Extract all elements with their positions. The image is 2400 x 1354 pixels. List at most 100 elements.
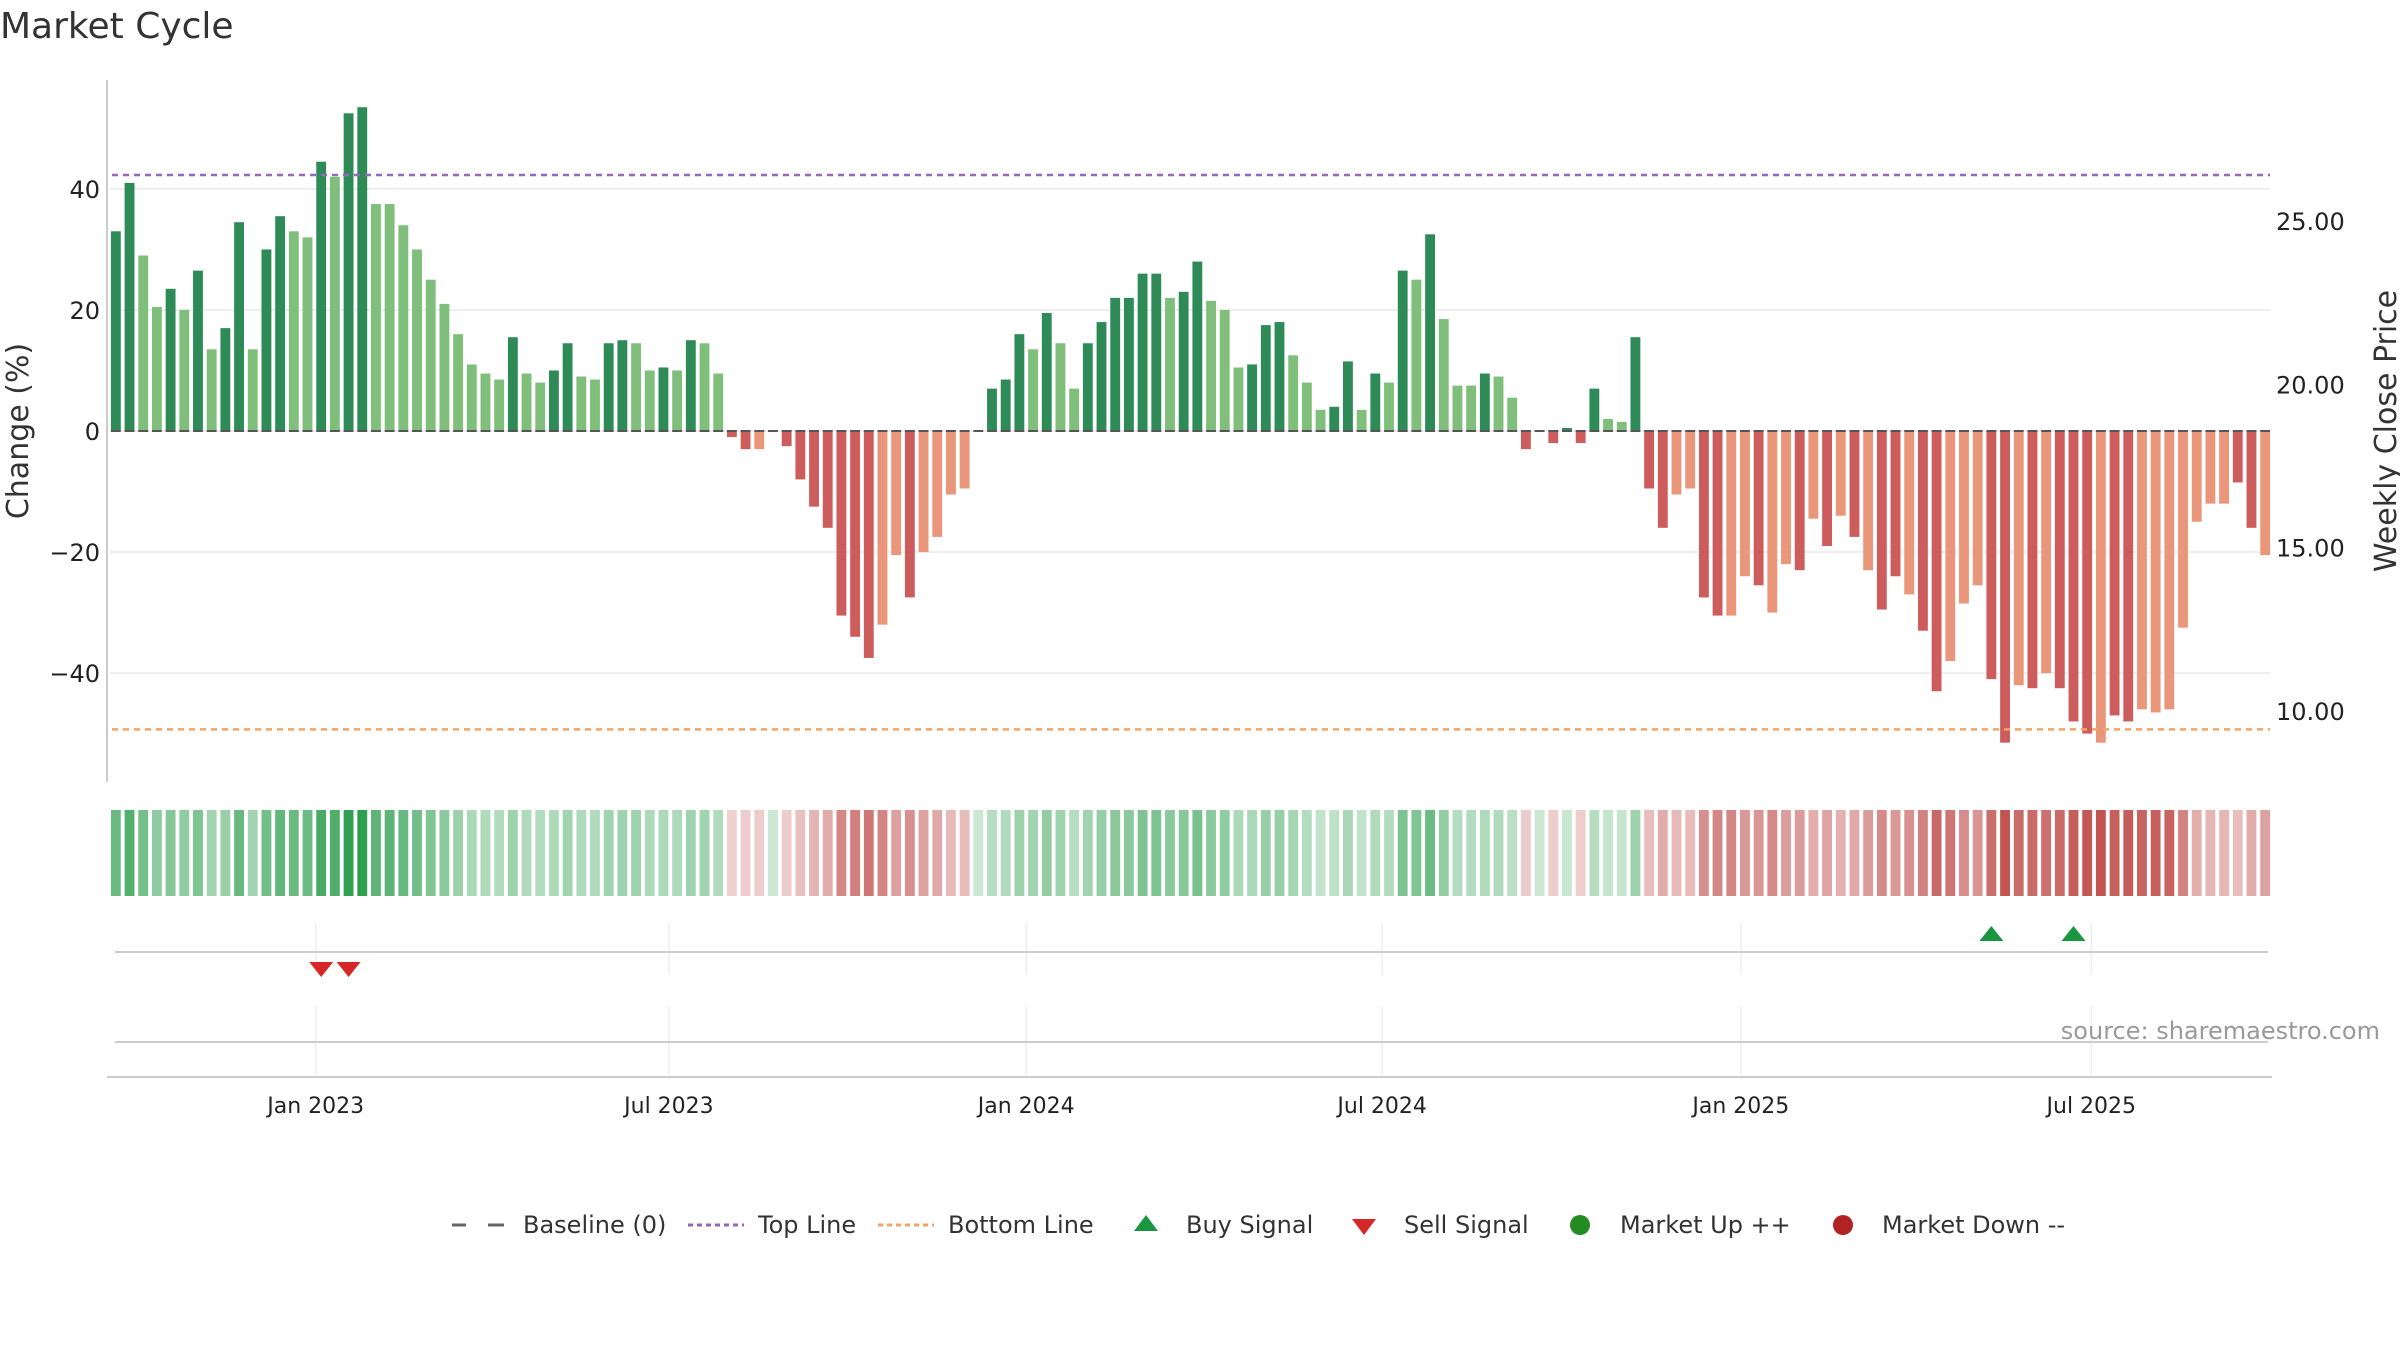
legend-sell-signal: Sell Signal [1352, 1211, 1529, 1239]
change-bar [1548, 431, 1559, 444]
heat-cell [1671, 810, 1682, 896]
change-bar [548, 370, 559, 431]
sell-signal-marker [309, 962, 334, 977]
change-bar [1014, 334, 1025, 431]
change-bar [234, 222, 244, 431]
change-bar [603, 343, 614, 431]
change-bar [1890, 431, 1901, 577]
change-bar [439, 303, 450, 431]
heat-cell [1616, 810, 1627, 896]
change-bar [754, 431, 765, 450]
heat-cell [2191, 810, 2202, 896]
legend-bottom-line: Bottom Line [878, 1211, 1094, 1239]
heat-cell [1972, 810, 1983, 896]
change-bar [590, 379, 600, 431]
legend-top-line: Top Line [688, 1211, 856, 1239]
change-bar [1616, 421, 1627, 431]
heat-cell [1603, 810, 1613, 896]
heat-cell [822, 810, 833, 896]
heat-cell [2205, 810, 2216, 896]
heat-cell [1370, 810, 1381, 896]
x-tick-label: Jul 2025 [2045, 1094, 2137, 1119]
left-tick-label: 20 [69, 297, 100, 325]
change-bar [521, 373, 532, 431]
change-bar [1671, 431, 1682, 495]
heat-cell [1890, 810, 1901, 896]
heat-cell [1808, 810, 1819, 896]
main-panel: 40 20 0 −20 −40 25.00 20.00 15.00 10.00 Change … [1, 80, 2400, 782]
change-bar [1165, 297, 1175, 431]
change-bar [1657, 431, 1668, 528]
legend-market-up: Market Up ++ [1570, 1211, 1791, 1239]
heat-cell [1000, 810, 1011, 896]
change-bar [891, 431, 902, 556]
heat-cell [658, 810, 669, 896]
heat-cell [726, 810, 737, 896]
heat-cell [535, 810, 546, 896]
change-bar [466, 364, 477, 431]
change-bar [1466, 385, 1477, 431]
change-bar [1192, 261, 1203, 431]
heat-cell [2109, 810, 2120, 896]
change-bar [124, 182, 135, 431]
heat-cell [576, 810, 587, 896]
change-bar [562, 343, 573, 431]
legend: Baseline (0) Top Line Bottom Line Buy Si… [452, 1211, 2065, 1239]
heat-cell [288, 810, 299, 896]
heat-cell [1096, 810, 1107, 896]
change-bars [110, 107, 2271, 743]
heat-cell [1343, 810, 1353, 896]
change-bar [220, 328, 231, 431]
change-bar [1740, 431, 1750, 577]
change-bar [2027, 431, 2038, 689]
heat-cell [850, 810, 861, 896]
change-bar [2205, 431, 2216, 504]
heat-cell [1712, 810, 1723, 896]
heat-cell [1849, 810, 1860, 896]
heat-cell [1233, 810, 1244, 896]
heat-cell [1219, 810, 1230, 896]
heat-cell [1452, 810, 1463, 896]
heat-cell [1630, 810, 1641, 896]
change-bar [1110, 297, 1121, 431]
change-bar [1849, 431, 1860, 537]
change-bar [576, 376, 587, 431]
change-bar [357, 107, 368, 431]
heat-cell [1781, 810, 1791, 896]
heat-cell [2260, 810, 2271, 896]
change-bar [2123, 431, 2134, 722]
change-bar [2232, 431, 2243, 483]
change-bar [1917, 431, 1928, 631]
left-tick-label: −40 [49, 660, 100, 688]
heat-cell [494, 810, 505, 896]
heat-cell [412, 810, 422, 896]
change-bar [2219, 431, 2230, 504]
change-bar [371, 204, 381, 431]
change-bar [1247, 364, 1258, 431]
heat-cell [1644, 810, 1655, 896]
heat-cell [1685, 810, 1696, 896]
left-axis-title: Change (%) [1, 343, 36, 519]
heat-cell [1315, 810, 1326, 896]
change-bar [247, 349, 258, 431]
change-bar [1959, 431, 1969, 604]
change-bar [1274, 322, 1285, 431]
heat-cell [2232, 810, 2243, 896]
heat-cell [1835, 810, 1846, 896]
heat-cell [1493, 810, 1504, 896]
change-bar [1384, 382, 1394, 431]
change-bar [1904, 431, 1915, 595]
change-bar [2054, 431, 2065, 689]
right-tick-label: 25.00 [2276, 208, 2345, 236]
change-bar [165, 288, 176, 431]
heat-cell [1301, 810, 1312, 896]
heat-cell [343, 810, 354, 896]
heat-cell [1384, 810, 1394, 896]
change-bar [1206, 300, 1216, 431]
heat-cell [836, 810, 847, 896]
change-bar [1808, 431, 1819, 519]
change-bar [1438, 319, 1449, 431]
change-bar [1698, 431, 1709, 598]
heat-cell [877, 810, 888, 896]
